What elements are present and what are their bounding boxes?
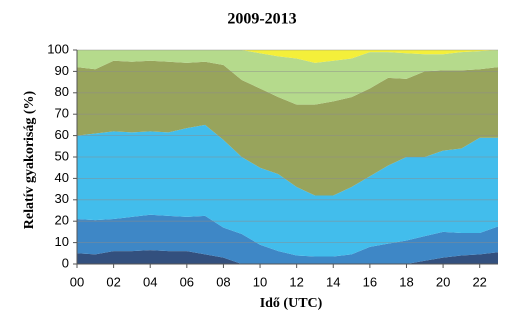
x-tick-label: 10 bbox=[253, 274, 267, 289]
x-tick-label: 00 bbox=[70, 274, 84, 289]
x-tick-label: 14 bbox=[326, 274, 340, 289]
y-tick-label: 90 bbox=[55, 63, 69, 78]
y-tick-label: 80 bbox=[55, 84, 69, 99]
y-tick-label: 20 bbox=[55, 213, 69, 228]
x-tick-label: 20 bbox=[436, 274, 450, 289]
y-tick-label: 10 bbox=[55, 234, 69, 249]
area bbox=[77, 214, 498, 264]
area bbox=[77, 50, 498, 105]
area bbox=[77, 60, 498, 196]
y-tick-label: 50 bbox=[55, 148, 69, 163]
y-tick-label: 60 bbox=[55, 127, 69, 142]
x-axis-label: Idő (UTC) bbox=[260, 296, 323, 311]
area bbox=[77, 124, 498, 257]
x-tick-label: 22 bbox=[472, 274, 486, 289]
area bbox=[77, 50, 498, 63]
x-tick-label: 18 bbox=[399, 274, 413, 289]
x-tick-label: 16 bbox=[363, 274, 377, 289]
x-tick-label: 02 bbox=[106, 274, 120, 289]
x-tick-label: 04 bbox=[143, 274, 157, 289]
y-tick-label: 0 bbox=[62, 255, 69, 270]
x-tick-label: 06 bbox=[180, 274, 194, 289]
y-tick-label: 100 bbox=[47, 41, 69, 56]
y-tick-label: 40 bbox=[55, 170, 69, 185]
chart-title: 2009-2013 bbox=[227, 11, 296, 28]
y-tick-label: 30 bbox=[55, 191, 69, 206]
area bbox=[77, 250, 498, 264]
x-tick-label: 08 bbox=[216, 274, 230, 289]
y-axis-label: Relatív gyakoriság (%) bbox=[22, 90, 37, 229]
y-tick-label: 70 bbox=[55, 106, 69, 121]
x-tick-label: 12 bbox=[289, 274, 303, 289]
